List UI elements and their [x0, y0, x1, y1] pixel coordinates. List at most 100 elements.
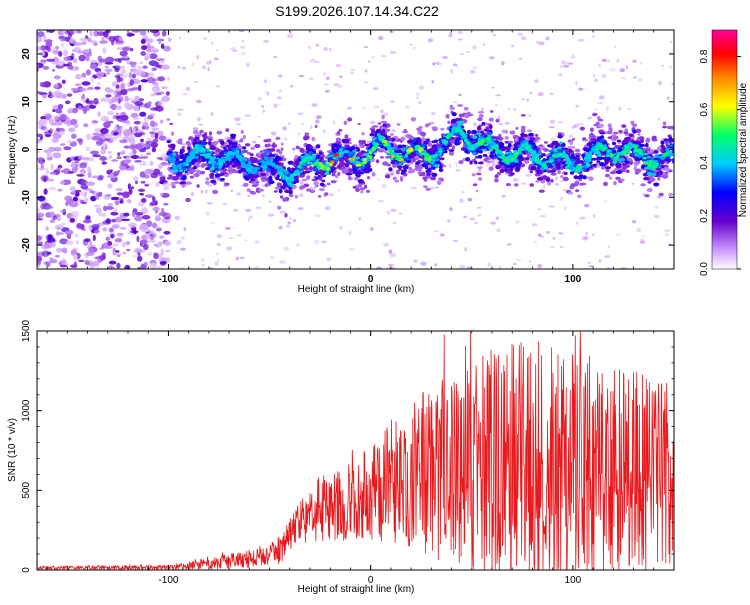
noise-blob — [70, 191, 77, 195]
ridge-blob — [574, 180, 580, 186]
background-blob — [442, 56, 448, 59]
ridge-blob — [662, 125, 667, 129]
background-blob — [364, 69, 368, 73]
noise-blob — [110, 103, 117, 111]
noise-blob — [69, 186, 76, 192]
background-blob — [390, 208, 397, 212]
ridge-blob — [520, 114, 526, 117]
ridge-blob — [471, 173, 476, 177]
ridge-blob — [430, 176, 437, 181]
background-blob — [472, 65, 477, 70]
noise-blob — [160, 43, 165, 49]
ridge-blob — [242, 182, 249, 187]
background-blob — [653, 215, 660, 218]
background-blob — [474, 221, 478, 225]
noise-blob — [143, 243, 149, 251]
ridge-blob — [169, 122, 173, 126]
background-blob — [308, 77, 314, 80]
ridge-blob — [178, 138, 183, 142]
noise-blob — [140, 40, 147, 44]
background-blob — [575, 80, 578, 86]
ridge-blob — [355, 156, 360, 159]
noise-blob — [92, 120, 99, 123]
ridge-blob — [556, 157, 561, 162]
ridge-blob — [324, 192, 329, 196]
ridge-blob — [651, 135, 657, 141]
noise-blob — [150, 141, 158, 148]
ridge-blob — [476, 125, 482, 131]
background-blob — [292, 218, 297, 223]
noise-blob — [37, 212, 45, 218]
ridge-blob — [321, 179, 326, 183]
ridge-blob — [398, 144, 403, 149]
ridge-blob — [360, 190, 364, 194]
noise-blob — [154, 83, 159, 88]
ridge-blob — [547, 181, 551, 186]
background-blob — [455, 162, 458, 167]
ridge-blob — [249, 157, 257, 162]
ridge-blob — [407, 170, 413, 174]
background-blob — [298, 75, 305, 78]
noise-blob — [37, 195, 46, 202]
ridge-blob — [477, 111, 485, 114]
background-blob — [371, 55, 375, 59]
ridge-blob — [450, 118, 457, 124]
ridge-blob — [205, 180, 210, 185]
ridge-blob — [425, 162, 431, 165]
ridge-blob — [533, 163, 539, 166]
noise-blob — [40, 164, 44, 169]
background-blob — [593, 108, 598, 111]
ridge-blob — [573, 175, 579, 179]
background-blob — [288, 122, 291, 125]
noise-blob — [120, 83, 126, 90]
ridge-blob — [593, 151, 599, 155]
background-blob — [578, 38, 584, 42]
noise-blob — [83, 109, 87, 115]
background-blob — [388, 263, 395, 267]
background-blob — [619, 68, 626, 73]
noise-blob — [142, 122, 149, 129]
ridge-blob — [356, 169, 362, 173]
ridge-blob — [364, 167, 369, 172]
background-blob — [191, 62, 195, 67]
ridge-blob — [650, 170, 655, 173]
noise-blob — [134, 180, 139, 185]
ridge-blob — [192, 139, 197, 142]
noise-blob — [161, 86, 168, 90]
noise-blob — [132, 254, 138, 258]
ridge-blob — [220, 140, 225, 145]
ridge-blob — [540, 170, 544, 174]
noise-blob — [69, 37, 76, 44]
ridge-blob — [188, 165, 192, 169]
ridge-blob — [574, 148, 581, 153]
ridge-blob — [569, 171, 575, 175]
ridge-blob — [215, 148, 221, 153]
ridge-blob — [213, 151, 219, 155]
noise-blob — [152, 78, 157, 82]
background-blob — [415, 92, 421, 96]
noise-blob — [59, 180, 65, 185]
noise-blob — [93, 204, 101, 208]
noise-blob — [81, 156, 90, 161]
noise-blob — [140, 79, 148, 83]
ridge-blob — [505, 183, 511, 187]
noise-blob — [152, 138, 159, 143]
ridge-blob — [280, 142, 284, 146]
noise-blob — [40, 203, 46, 210]
noise-blob — [41, 61, 46, 64]
ridge-blob — [606, 130, 613, 135]
noise-blob — [110, 233, 115, 239]
noise-blob — [99, 156, 107, 161]
ridge-blob — [355, 188, 360, 192]
ridge-blob — [646, 188, 653, 192]
noise-blob — [45, 234, 54, 241]
noise-blob — [75, 74, 82, 80]
noise-blob — [117, 152, 121, 157]
background-blob — [418, 101, 422, 104]
ridge-blob — [371, 125, 379, 128]
background-blob — [496, 228, 501, 233]
noise-blob — [103, 133, 113, 139]
noise-blob — [37, 133, 42, 138]
background-blob — [372, 87, 379, 90]
noise-blob — [37, 235, 42, 242]
